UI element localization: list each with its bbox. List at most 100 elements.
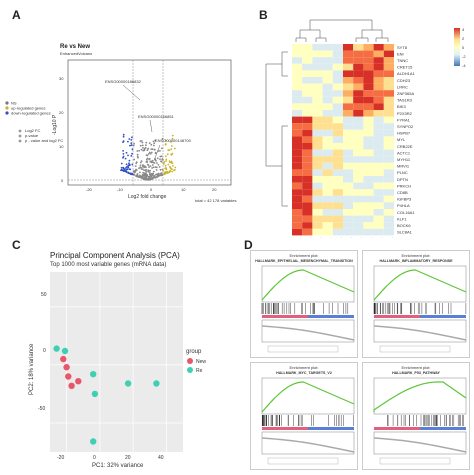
heatmap-cell	[343, 215, 354, 223]
heatmap-cell	[373, 228, 384, 236]
heatmap-sample-label: Re5	[338, 237, 345, 238]
heatmap-cell	[312, 222, 323, 229]
volcano-point	[149, 165, 152, 168]
volcano-point	[143, 169, 146, 172]
pca-point-new	[65, 373, 72, 380]
heatmap-cell	[312, 103, 323, 110]
heatmap-sample-label: New3	[368, 237, 376, 238]
heatmap-cell	[292, 228, 303, 236]
heatmap-cell	[302, 176, 313, 183]
pca-legend-title: group	[186, 349, 202, 355]
volcano-point	[168, 171, 171, 173]
heatmap-cell	[312, 209, 323, 216]
volcano-point	[154, 157, 157, 160]
heatmap-cell	[332, 182, 343, 190]
heatmap-cell	[363, 149, 374, 157]
volcano-point	[154, 176, 157, 179]
volcano-point	[154, 173, 157, 176]
heatmap-cell	[343, 90, 354, 97]
heatmap-gene-label: SYNPO2	[397, 124, 414, 129]
volcano-point	[140, 160, 143, 163]
pca-ylabel: PC2: 18% variance	[29, 343, 35, 395]
volcano-point	[142, 171, 145, 174]
heatmap-cell	[292, 215, 303, 223]
volcano-point	[122, 150, 124, 152]
volcano-point	[165, 160, 168, 162]
heatmap-cell	[373, 149, 384, 157]
heatmap-cell	[383, 195, 394, 203]
heatmap-gene-label: BIK3	[397, 104, 406, 109]
volcano-point	[168, 160, 171, 163]
heatmap-cell	[383, 123, 394, 130]
volcano-point	[153, 148, 156, 151]
volcano-point	[152, 170, 155, 173]
heatmap-cell	[292, 110, 303, 117]
heatmap-cell	[343, 44, 354, 51]
volcano-point	[145, 169, 147, 172]
heatmap-cell	[292, 143, 303, 150]
heatmap-gene-label: LRRC	[397, 84, 408, 89]
heatmap-cell	[363, 63, 374, 71]
heatmap-cell	[343, 149, 354, 157]
volcano-point	[131, 136, 133, 139]
heatmap-cell	[322, 90, 333, 97]
volcano-point	[148, 173, 151, 176]
pca-point-re	[153, 380, 160, 387]
heatmap-cell	[312, 162, 323, 170]
heatmap-cell	[302, 57, 313, 64]
heatmap-cell	[363, 189, 374, 196]
pca-point-re	[53, 345, 60, 352]
heatmap-cell	[302, 202, 313, 209]
volcano-point	[174, 166, 177, 169]
volcano-point	[172, 165, 174, 167]
heatmap-cell	[353, 44, 364, 51]
heatmap-cell	[302, 169, 313, 176]
heatmap-cell	[292, 222, 303, 229]
gsea-plot-4: Enrichment plot:HALLMARK_P53_PATHWAY	[362, 362, 470, 470]
heatmap-cell	[373, 182, 384, 190]
heatmap-gene-label: ACTC1	[397, 150, 411, 155]
volcano-point	[166, 172, 169, 174]
heatmap-cell	[363, 116, 374, 124]
heatmap-cell	[322, 195, 333, 203]
heatmap-cell	[383, 209, 394, 216]
heatmap-cell	[343, 96, 354, 104]
heatmap-gene-label: COL16A1	[397, 210, 415, 215]
heatmap-cell	[363, 123, 374, 130]
heatmap-cell	[353, 90, 364, 97]
heatmap-legend-0: 4	[462, 27, 465, 32]
heatmap-cell	[312, 215, 323, 223]
heatmap-cell	[332, 90, 343, 97]
heatmap-cell	[373, 129, 384, 137]
volcano-point	[128, 162, 130, 165]
volcano-point	[150, 148, 153, 151]
heatmap-cell	[302, 50, 313, 58]
volcano-point	[147, 153, 150, 155]
volcano-point	[122, 153, 125, 155]
volcano-point	[167, 149, 170, 152]
volcano-point	[162, 169, 165, 172]
volcano-point	[133, 158, 136, 161]
heatmap-cell	[373, 123, 384, 130]
heatmap-cell	[302, 63, 313, 71]
volcano-point	[159, 155, 162, 158]
heatmap-cell	[292, 189, 303, 196]
heatmap-gene-label: CRB22E	[397, 144, 413, 149]
heatmap-cell	[383, 136, 394, 143]
pca-point-re	[124, 380, 132, 387]
volcano-point	[144, 146, 147, 149]
volcano-point	[147, 175, 150, 178]
volcano-point	[170, 161, 173, 164]
volcano-point	[120, 166, 123, 169]
heatmap-cell	[312, 195, 323, 203]
heatmap-cell	[292, 44, 303, 51]
volcano-point	[155, 169, 158, 171]
volcano-point	[161, 158, 164, 160]
heatmap-cell	[302, 143, 313, 150]
pca-subtitle: Top 1000 most variable genes (mRNA data)	[50, 262, 166, 268]
heatmap-cell	[383, 156, 394, 163]
heatmap-row-dendrogram	[265, 51, 288, 207]
volcano-point	[153, 174, 155, 177]
heatmap-cell	[353, 156, 364, 163]
